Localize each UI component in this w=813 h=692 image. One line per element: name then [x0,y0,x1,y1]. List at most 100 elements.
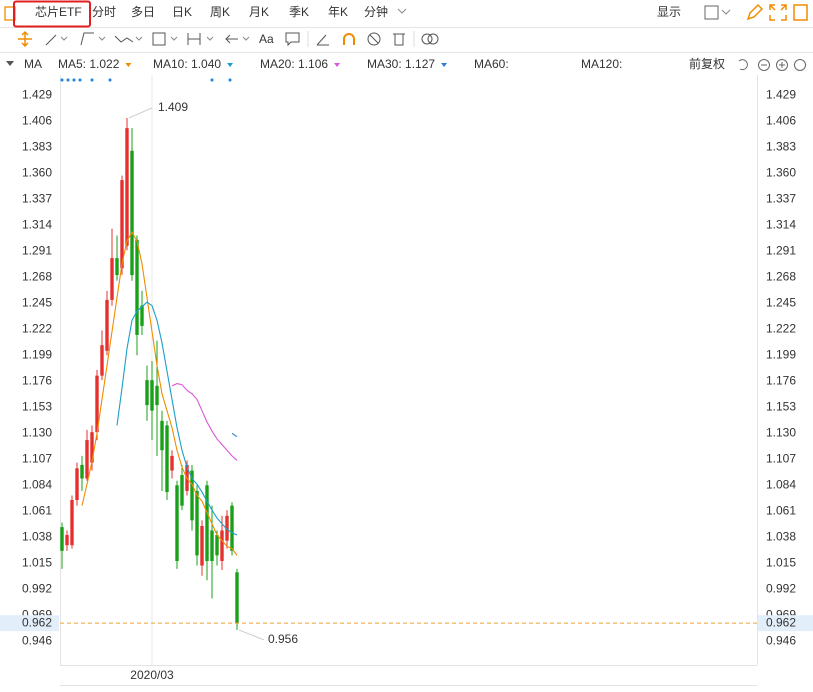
move-tool[interactable] [18,30,32,48]
y-tick-label-left: 0.992 [22,581,52,595]
candle-body [65,535,69,546]
tab[interactable]: 日K [172,5,192,19]
delete-tool[interactable] [393,33,405,46]
y-tick-label-right: 0.946 [766,633,796,647]
y-tick-label-left: 1.015 [22,555,52,569]
tab[interactable]: 年K [328,5,348,19]
candle-body [75,468,79,500]
hide-tool[interactable] [367,32,381,46]
hide-tool-slash [369,34,379,44]
candle-body [95,375,99,433]
candle-body [85,440,89,479]
y-tick-label-right: 1.383 [766,140,796,154]
candle-body [215,535,219,556]
candle-body [235,572,239,624]
y-tick-label-left: 1.245 [22,295,52,309]
y-tick-label-right: 1.291 [766,243,796,257]
indicator-name: MA [24,57,42,71]
dropdown-arrow[interactable] [170,36,178,41]
collapse-arrow[interactable] [6,61,14,66]
y-tick-label-right: 1.406 [766,114,796,128]
note-tool[interactable] [285,32,300,47]
y-tick-label-right: 1.153 [766,399,796,413]
y-tick-label-right: 1.084 [766,477,796,491]
candle-body [60,527,64,551]
display-menu[interactable]: 显示 [657,5,681,19]
wave-tool[interactable] [114,35,134,43]
candle-body [200,525,204,566]
y-tick-label-left: 1.337 [22,192,52,206]
measure-tool[interactable] [187,33,201,45]
draw-icon[interactable] [746,3,764,21]
fib-tool[interactable] [152,32,166,46]
zoom-in[interactable] [776,59,788,71]
ma-line [231,432,238,438]
tab[interactable]: 芯片ETF [35,5,82,19]
y-tick-label-right: 1.360 [766,166,796,180]
y-tick-label-left: 1.429 [22,88,52,102]
y-tick-label-right: 1.061 [766,503,796,517]
zoom-in-plus [779,62,785,68]
candle-body [155,385,159,406]
candle-body [115,258,119,276]
candle-body [210,530,214,562]
y-tick-label-left: 1.038 [22,529,52,543]
y-tick-label-right: 1.038 [766,529,796,543]
line-tool[interactable] [45,34,57,46]
dropdown-arrow[interactable] [60,36,68,41]
candle-body [205,485,209,562]
candle-body [130,150,134,276]
tab[interactable]: 分钟 [364,4,388,19]
text-tool[interactable]: Aa [259,32,274,46]
zoom-out[interactable] [758,59,770,71]
y-tick-label-right: 1.222 [766,321,796,335]
legend-entry: MA10: 1.040 [153,57,221,71]
candle-body [140,305,144,326]
y-tick-label-right: 1.107 [766,451,796,465]
candle-body [80,464,84,479]
panel-icon[interactable] [793,4,808,21]
settings[interactable] [794,59,806,71]
last-price-badge [758,615,813,632]
dropdown-arrow[interactable] [397,8,407,14]
arrow-tool[interactable] [225,34,238,44]
ray-tool[interactable] [80,32,94,46]
candle-body [150,380,154,411]
legend-arrow[interactable] [334,63,341,67]
checkbox[interactable] [704,5,719,20]
link-tool[interactable] [427,33,439,45]
fullscreen-icon[interactable] [769,4,787,21]
legend-arrow[interactable] [125,63,132,67]
angle-tool[interactable] [316,34,329,46]
tab[interactable]: 周K [210,5,230,19]
ma-line [81,230,238,556]
candle-body [165,425,169,493]
legend-arrow[interactable] [227,63,234,67]
y-tick-label-right: 1.245 [766,295,796,309]
y-tick-label-right: 1.268 [766,269,796,283]
candle-body [105,299,109,351]
tab[interactable]: 月K [249,5,269,19]
y-tick-label-right: 1.199 [766,347,796,361]
tab[interactable]: 多日 [131,5,155,19]
dropdown-arrow[interactable] [135,36,143,41]
y-tick-label-left: 1.176 [22,373,52,387]
dropdown-arrow[interactable] [98,36,106,41]
y-tick-label-right: 1.176 [766,373,796,387]
dropdown-arrow[interactable] [206,36,214,41]
adjust-menu[interactable]: 前复权 [689,56,725,71]
y-tick-label-left: 0.946 [22,633,52,647]
tab[interactable]: 季K [289,5,309,19]
link-tool[interactable] [421,33,433,45]
min-label: 0.956 [268,632,298,646]
tab[interactable]: 分时 [92,5,116,19]
legend-arrow[interactable] [441,63,448,67]
y-tick-label-right: 0.992 [766,581,796,595]
y-tick-label-right: 1.314 [766,217,796,231]
reset-icon[interactable] [738,59,748,71]
dropdown-arrow[interactable] [721,9,731,15]
magnet-tool[interactable] [343,33,355,45]
dropdown-arrow[interactable] [242,36,250,41]
